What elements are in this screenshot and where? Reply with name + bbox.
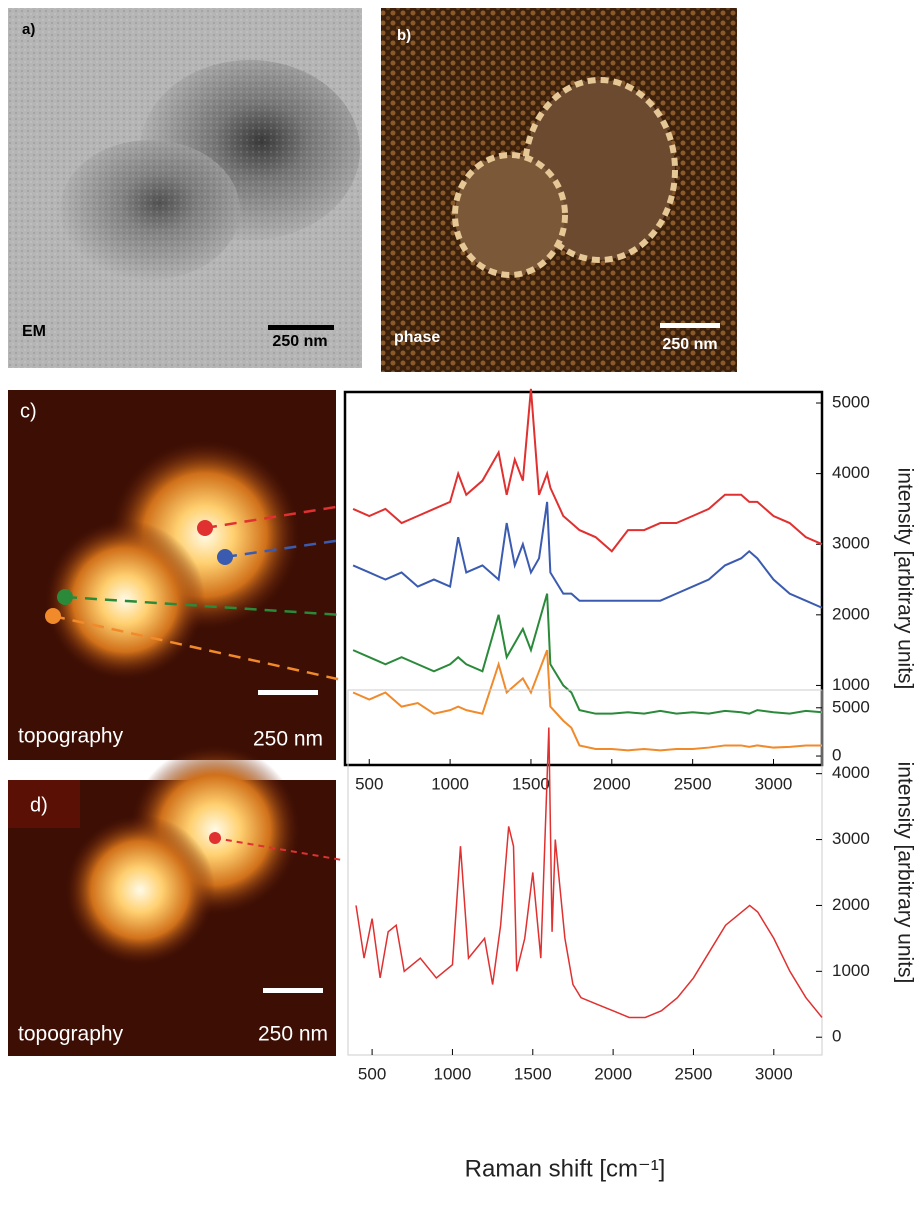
y-tick-label: 1000 (832, 961, 870, 980)
y-tick-label: 5000 (832, 697, 870, 716)
scale-label: 250 nm (258, 1023, 328, 1046)
scale-bar (258, 690, 318, 695)
panel-label: d) (30, 794, 48, 816)
scale-label: 250 nm (272, 333, 327, 350)
spectrum-line (353, 389, 822, 551)
em-noise (8, 8, 362, 368)
y-tick-label: 4000 (832, 463, 870, 482)
scale-bar (660, 323, 720, 328)
scale-bar (263, 988, 323, 993)
probe-dot (217, 549, 233, 565)
x-tick-label: 500 (358, 1064, 386, 1083)
panel-caption: phase (394, 329, 440, 346)
x-tick-label: 500 (355, 774, 383, 793)
y-tick-label: 3000 (832, 829, 870, 848)
y-tick-label: 2000 (832, 895, 870, 914)
x-tick-label: 2000 (594, 1064, 632, 1083)
x-tick-label: 3000 (755, 1064, 793, 1083)
y-axis-label: intensity [arbitrary units] (893, 468, 916, 690)
probe-dot (209, 832, 221, 844)
x-tick-label: 1500 (512, 774, 550, 793)
panel-label: c) (20, 400, 37, 422)
panel-label: a) (22, 21, 35, 38)
phase-blob (455, 155, 565, 275)
spectrum-line (356, 728, 822, 1018)
x-tick-label: 1000 (434, 1064, 472, 1083)
spectrum-line (353, 502, 822, 608)
x-tick-label: 1000 (431, 774, 469, 793)
x-axis-label: Raman shift [cm⁻¹] (465, 1155, 666, 1182)
y-tick-label: 0 (832, 1027, 841, 1046)
y-tick-label: 3000 (832, 534, 870, 553)
x-tick-label: 3000 (755, 774, 793, 793)
x-tick-label: 2000 (593, 774, 631, 793)
probe-dot (57, 589, 73, 605)
probe-dot (45, 608, 61, 624)
y-axis-label: intensity [arbitrary units] (893, 762, 916, 984)
plot-frame (348, 690, 822, 1055)
panel-caption: topography (18, 1023, 124, 1046)
y-tick-label: 0 (832, 746, 841, 765)
x-tick-label: 2500 (675, 1064, 713, 1083)
panel-caption: topography (18, 725, 124, 748)
scale-label: 250 nm (662, 336, 717, 353)
y-tick-label: 4000 (832, 763, 870, 782)
spectrum-line (353, 650, 822, 750)
y-tick-label: 2000 (832, 604, 870, 623)
scale-bar (268, 325, 334, 330)
spectrum-line (353, 594, 822, 714)
y-tick-label: 5000 (832, 392, 870, 411)
x-tick-label: 2500 (674, 774, 712, 793)
x-tick-label: 1500 (514, 1064, 552, 1083)
panel-caption: EM (22, 323, 46, 340)
topo-blob (65, 815, 215, 965)
y-tick-label: 1000 (832, 675, 870, 694)
panel-label: b) (397, 27, 411, 44)
probe-dot (197, 520, 213, 536)
figure: a) EM 250 nm b) phase 250 nm c) topograp… (0, 0, 917, 1203)
plot-frame (345, 392, 822, 765)
scale-label: 250 nm (253, 728, 323, 751)
